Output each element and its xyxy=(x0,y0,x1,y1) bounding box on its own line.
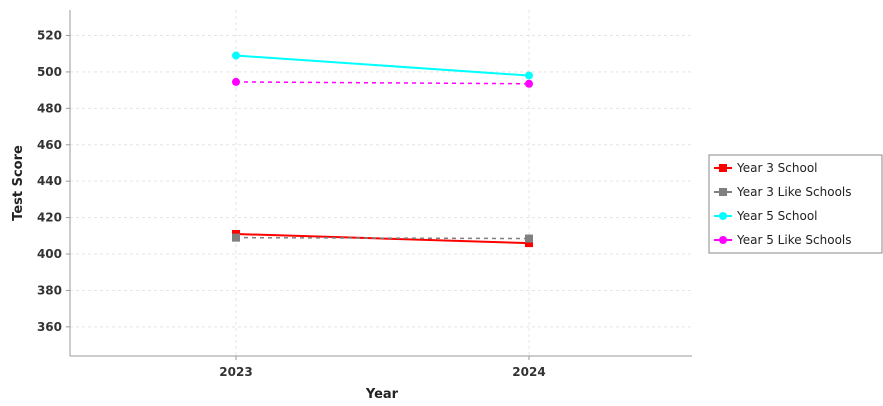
y-tick-label: 400 xyxy=(37,247,62,261)
legend-swatch-marker xyxy=(719,236,727,244)
y-tick-label: 380 xyxy=(37,283,62,297)
y-tick-label: 460 xyxy=(37,138,62,152)
legend-label: Year 5 Like Schools xyxy=(736,233,852,247)
y-tick-label: 500 xyxy=(37,65,62,79)
legend-swatch-marker xyxy=(719,212,727,220)
legend-items: Year 3 School Year 3 Like Schools Year 5 S… xyxy=(714,161,852,247)
y-axis-title: Test Score xyxy=(11,145,26,221)
legend-label: Year 3 Like Schools xyxy=(736,185,852,199)
legend-item: Year 5 Like Schools xyxy=(714,233,852,247)
data-point xyxy=(525,71,533,80)
y-tick-label: 480 xyxy=(37,101,62,115)
x-tick-labels: 2023 2024 xyxy=(219,356,546,379)
data-series xyxy=(232,51,533,248)
legend-label: Year 5 School xyxy=(736,209,818,223)
data-point xyxy=(232,51,240,60)
legend-item: Year 5 School xyxy=(714,209,818,223)
grid-lines xyxy=(70,10,692,356)
legend-item: Year 3 Like Schools xyxy=(714,185,852,199)
series-year-5-school xyxy=(232,51,533,80)
legend-swatch-marker xyxy=(719,188,727,196)
data-point xyxy=(232,233,240,242)
legend-label: Year 3 School xyxy=(736,161,818,175)
series-year-5-like-schools xyxy=(232,77,533,88)
series-line xyxy=(235,81,530,85)
y-tick-label: 360 xyxy=(37,320,62,334)
x-tick-label: 2024 xyxy=(512,365,545,379)
axes xyxy=(69,10,692,357)
y-tick-labels: 360 380 400 420 440 460 480 500 520 xyxy=(37,28,70,334)
data-point xyxy=(525,79,533,88)
y-tick-label: 440 xyxy=(37,174,62,188)
data-point xyxy=(232,77,240,86)
data-point xyxy=(525,239,533,248)
series-line xyxy=(235,236,530,240)
legend-item: Year 3 School xyxy=(714,161,818,175)
y-tick-label: 520 xyxy=(37,28,62,42)
x-tick-label: 2023 xyxy=(219,365,252,379)
data-point xyxy=(525,234,533,243)
legend-swatch-marker xyxy=(719,164,727,172)
legend-box xyxy=(708,154,883,254)
series-line xyxy=(235,54,530,77)
series-year-3-like-schools xyxy=(232,233,533,243)
legend: Year 3 School Year 3 Like Schools Year 5 S… xyxy=(708,154,883,254)
x-axis-title: Year xyxy=(365,387,399,402)
y-tick-label: 420 xyxy=(37,211,62,225)
